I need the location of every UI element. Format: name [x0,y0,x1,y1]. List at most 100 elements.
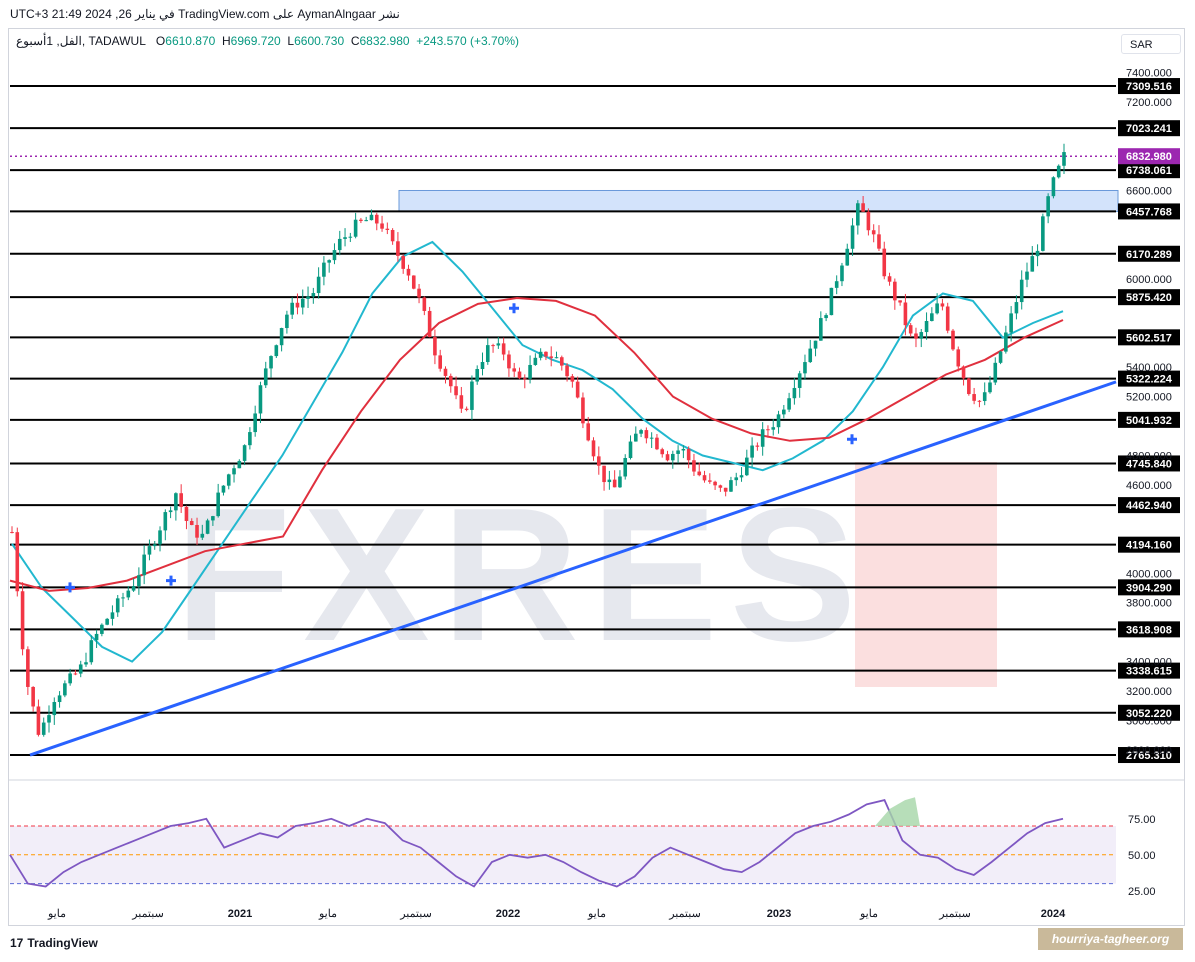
candle-body[interactable] [147,546,152,555]
candle-body[interactable] [475,369,480,382]
candle-body[interactable] [914,333,918,339]
candle-body[interactable] [464,408,469,410]
candle-body[interactable] [26,649,30,687]
candle-body[interactable] [718,485,723,488]
candle-body[interactable] [158,530,162,545]
candle-body[interactable] [163,512,168,531]
candle-body[interactable] [908,325,913,334]
candle-body[interactable] [581,397,585,424]
candle-body[interactable] [951,330,955,350]
candle-body[interactable] [369,214,374,221]
candle-body[interactable] [755,445,760,447]
candle-body[interactable] [1035,250,1040,257]
candle-body[interactable] [78,664,83,674]
candle-body[interactable] [697,471,702,476]
candle-body[interactable] [126,590,131,598]
candle-body[interactable] [1004,332,1008,352]
candle-body[interactable] [866,211,871,231]
candle-body[interactable] [618,476,622,488]
candle-body[interactable] [1019,279,1024,303]
candle-body[interactable] [36,706,41,735]
candle-body[interactable] [522,378,527,380]
candle-body[interactable] [41,722,46,735]
candle-body[interactable] [607,479,612,483]
candle-body[interactable] [644,430,649,439]
candle-body[interactable] [152,544,157,547]
candle-body[interactable] [602,465,606,483]
candle-body[interactable] [649,437,654,439]
candle-body[interactable] [485,345,490,363]
candle-body[interactable] [332,250,337,261]
candle-body[interactable] [998,351,1003,363]
candle-body[interactable] [713,481,717,486]
candle-body[interactable] [893,281,897,301]
candle-body[interactable] [676,450,680,454]
candle-body[interactable] [205,520,210,534]
candle-body[interactable] [73,673,78,675]
candle-body[interactable] [792,387,797,399]
candle-body[interactable] [374,214,379,224]
candle-body[interactable] [454,386,458,396]
candle-body[interactable] [591,440,596,457]
candle-body[interactable] [549,356,554,358]
candle-body[interactable] [189,520,194,525]
candle-body[interactable] [554,357,559,359]
candle-body[interactable] [834,281,839,288]
candle-body[interactable] [480,362,485,370]
candle-body[interactable] [586,423,591,441]
candle-body[interactable] [887,276,892,282]
candle-body[interactable] [459,395,464,409]
candle-body[interactable] [100,624,104,634]
candle-body[interactable] [174,493,178,511]
candle-body[interactable] [739,475,744,478]
candle-body[interactable] [411,275,416,289]
candle-body[interactable] [665,454,670,461]
candle-body[interactable] [491,345,495,347]
candle-body[interactable] [750,445,754,458]
candle-body[interactable] [433,337,437,356]
candle-body[interactable] [856,203,860,226]
candle-body[interactable] [544,351,548,357]
candle-body[interactable] [612,479,617,488]
candle-body[interactable] [269,356,273,369]
candle-body[interactable] [343,237,347,239]
candle-body[interactable] [295,302,300,308]
candle-body[interactable] [787,398,791,410]
candle-body[interactable] [290,302,294,315]
candle-body[interactable] [47,715,51,723]
candle-body[interactable] [972,394,976,401]
candle-body[interactable] [57,695,62,703]
candle-body[interactable] [871,230,876,235]
candle-body[interactable] [84,662,88,665]
candle-body[interactable] [237,460,242,469]
candle-body[interactable] [470,381,474,410]
candle-body[interactable] [538,351,543,358]
candle-body[interactable] [232,468,236,475]
candle-body[interactable] [776,414,781,428]
candle-body[interactable] [782,409,786,415]
candle-body[interactable] [956,349,961,367]
candle-body[interactable] [1046,196,1050,217]
candle-body[interactable] [819,318,823,341]
candle-body[interactable] [115,598,120,613]
candle-body[interactable] [745,457,749,476]
candle-body[interactable] [226,474,231,486]
candle-body[interactable] [10,532,14,534]
candle-body[interactable] [427,310,432,338]
candle-body[interactable] [348,236,353,238]
candle-body[interactable] [121,597,125,599]
candle-body[interactable] [924,321,929,333]
candle-body[interactable] [94,633,99,641]
candle-body[interactable] [813,340,818,349]
candle-body[interactable] [1062,152,1066,166]
candle-body[interactable] [279,328,284,346]
candle-body[interactable] [1014,302,1019,314]
candle-body[interactable] [1025,271,1029,280]
candle-body[interactable] [808,348,813,363]
candle-body[interactable] [316,276,321,294]
candle-body[interactable] [845,248,850,266]
candle-body[interactable] [311,293,316,297]
candle-body[interactable] [417,288,421,298]
candle-body[interactable] [919,332,924,339]
candle-body[interactable] [258,385,263,414]
